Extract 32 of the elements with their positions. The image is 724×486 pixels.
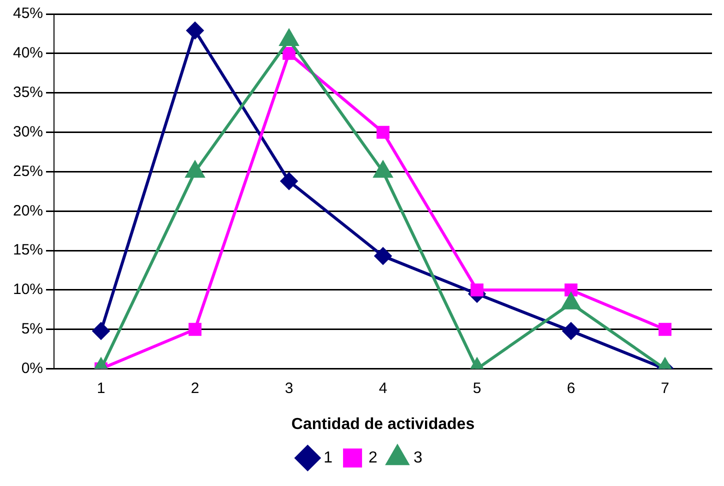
point	[282, 46, 296, 60]
point	[470, 284, 484, 296]
point	[188, 322, 202, 336]
x-axis-title: Cantidad de actividades	[291, 416, 475, 433]
y-tick-label: 45%	[12, 5, 44, 22]
point	[280, 172, 298, 190]
y-tick-label: 15%	[12, 242, 44, 259]
x-tick-label: 3	[284, 380, 294, 397]
y-tick-label: 20%	[12, 202, 44, 220]
x-tick-label: 1	[96, 380, 106, 397]
x-tick-label: 6	[566, 380, 576, 397]
legend-label: 1	[324, 449, 333, 466]
legend-label: 3	[413, 449, 422, 466]
y-tick-label: 25%	[12, 162, 44, 180]
y-tick-label: 5%	[21, 320, 44, 338]
y-tick-label: 0%	[21, 360, 44, 377]
point	[376, 126, 390, 139]
x-tick-label: 7	[660, 380, 670, 397]
point	[658, 322, 672, 336]
legend-label: 2	[368, 449, 378, 466]
y-tick-label: 40%	[12, 44, 44, 62]
point	[374, 248, 392, 265]
y-tick-label: 10%	[12, 281, 44, 298]
x-tick-label: 4	[378, 380, 388, 397]
y-tick-label: 30%	[12, 123, 44, 140]
x-tick-label: 5	[472, 380, 482, 397]
point	[562, 322, 580, 340]
point	[564, 284, 578, 296]
y-tick-label: 35%	[12, 84, 44, 101]
x-tick-label: 2	[190, 380, 200, 397]
point	[92, 322, 110, 340]
point	[186, 22, 204, 40]
